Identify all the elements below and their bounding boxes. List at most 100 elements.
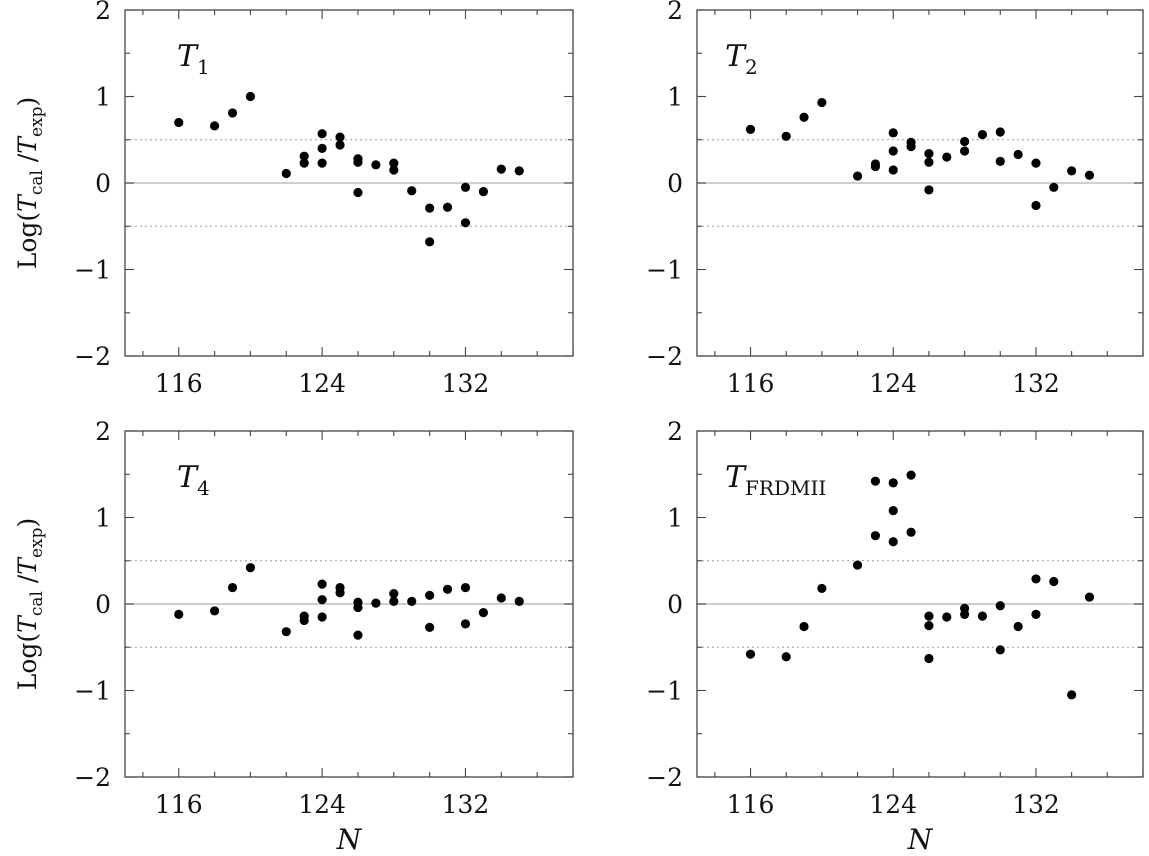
- data-point: [960, 146, 970, 156]
- data-point: [227, 582, 238, 593]
- data-point: [335, 588, 345, 598]
- y-tick-label: 2: [95, 417, 111, 446]
- data-point: [924, 185, 934, 195]
- data-point: [1084, 170, 1095, 180]
- data-point: [317, 129, 327, 139]
- data-point: [852, 560, 863, 570]
- data-point: [995, 645, 1005, 655]
- data-point: [335, 140, 345, 150]
- panel-label-sub: 1: [197, 55, 210, 79]
- data-point: [281, 168, 291, 179]
- data-point: [888, 537, 898, 547]
- y-tick-label: 0: [667, 169, 683, 198]
- panel-label: T2: [725, 39, 758, 79]
- data-point: [478, 187, 488, 197]
- x-tick-label: 116: [727, 369, 775, 398]
- y-axis-label-part: cal: [27, 591, 47, 616]
- y-tick-label: 2: [667, 0, 683, 25]
- y-tick-label: 2: [667, 417, 683, 446]
- data-point: [460, 582, 471, 593]
- x-tick-label: 124: [298, 790, 346, 819]
- panel-label: TFRDMII: [725, 460, 826, 500]
- y-tick-label: −1: [646, 256, 683, 285]
- data-point: [299, 151, 309, 161]
- x-tick-label: 124: [869, 790, 917, 819]
- panel-label-sub: FRDMII: [745, 476, 826, 500]
- data-point: [1049, 182, 1059, 192]
- data-point: [799, 621, 809, 632]
- y-axis-label-part: T: [13, 556, 42, 575]
- y-axis-label: Log(Tcal /Texp): [13, 97, 47, 270]
- x-tick-label: 132: [1012, 790, 1060, 819]
- x-tick-label: 116: [155, 369, 203, 398]
- panel-label-main: T: [177, 460, 199, 495]
- y-tick-label: 0: [95, 590, 111, 619]
- data-point: [371, 160, 381, 170]
- data-point: [281, 627, 291, 637]
- panel-label-main: T: [725, 39, 747, 74]
- x-axis-label: N: [907, 823, 934, 856]
- data-point: [425, 203, 435, 213]
- data-point: [942, 152, 952, 162]
- data-point: [1084, 592, 1095, 602]
- data-point: [906, 137, 916, 147]
- data-point: [1013, 149, 1023, 160]
- data-point: [317, 579, 327, 589]
- y-axis-label-part: Log(: [13, 212, 42, 269]
- y-tick-label: −1: [74, 256, 111, 285]
- data-point: [1031, 200, 1041, 211]
- y-tick-label: 0: [95, 169, 111, 198]
- data-point: [1031, 574, 1041, 584]
- data-point: [977, 611, 988, 621]
- y-axis-label-part: ): [13, 97, 42, 107]
- data-point: [478, 608, 488, 618]
- y-axis-label-part: T: [13, 135, 42, 154]
- data-point: [174, 117, 184, 128]
- panel-label-main: T: [177, 39, 199, 74]
- data-point: [995, 127, 1005, 137]
- panel-label: T4: [177, 460, 210, 500]
- data-point: [745, 124, 756, 134]
- data-point: [425, 237, 435, 247]
- panel-4: 116 124 132 2 1 0 −1 −2 TFRDMII N: [646, 417, 1144, 856]
- x-tick-label: 116: [155, 790, 203, 819]
- data-point: [888, 165, 898, 175]
- y-axis-label-part: exp: [27, 106, 47, 137]
- data-point: [299, 615, 309, 626]
- data-point: [514, 596, 524, 607]
- data-point: [1067, 690, 1077, 700]
- data-point: [1067, 166, 1077, 176]
- panel-label-main: T: [725, 460, 747, 495]
- data-point: [496, 164, 506, 174]
- data-point: [353, 154, 363, 164]
- y-tick-label: 1: [667, 83, 683, 112]
- y-tick-label: −2: [646, 342, 683, 371]
- data-point: [317, 158, 327, 168]
- data-point: [389, 165, 399, 175]
- data-point: [781, 652, 791, 662]
- y-axis-label-part: T: [13, 193, 42, 212]
- data-point: [1049, 576, 1059, 587]
- data-point: [995, 156, 1005, 166]
- data-point: [496, 593, 506, 603]
- data-point: [888, 478, 898, 488]
- data-point: [960, 609, 970, 619]
- data-point: [460, 619, 471, 629]
- data-point: [817, 583, 827, 594]
- y-tick-label: −2: [74, 342, 111, 371]
- data-point: [317, 595, 327, 605]
- y-axis-label: Log(Tcal /Texp): [13, 518, 47, 691]
- y-axis-label-part: exp: [27, 527, 47, 558]
- data-point: [888, 128, 898, 138]
- data-point: [960, 136, 970, 147]
- data-point: [924, 157, 934, 167]
- data-point: [389, 158, 399, 168]
- data-point: [1031, 158, 1041, 168]
- y-tick-label: 0: [667, 590, 683, 619]
- y-tick-label: −1: [646, 677, 683, 706]
- x-tick-label: 124: [869, 369, 917, 398]
- data-point: [460, 182, 471, 192]
